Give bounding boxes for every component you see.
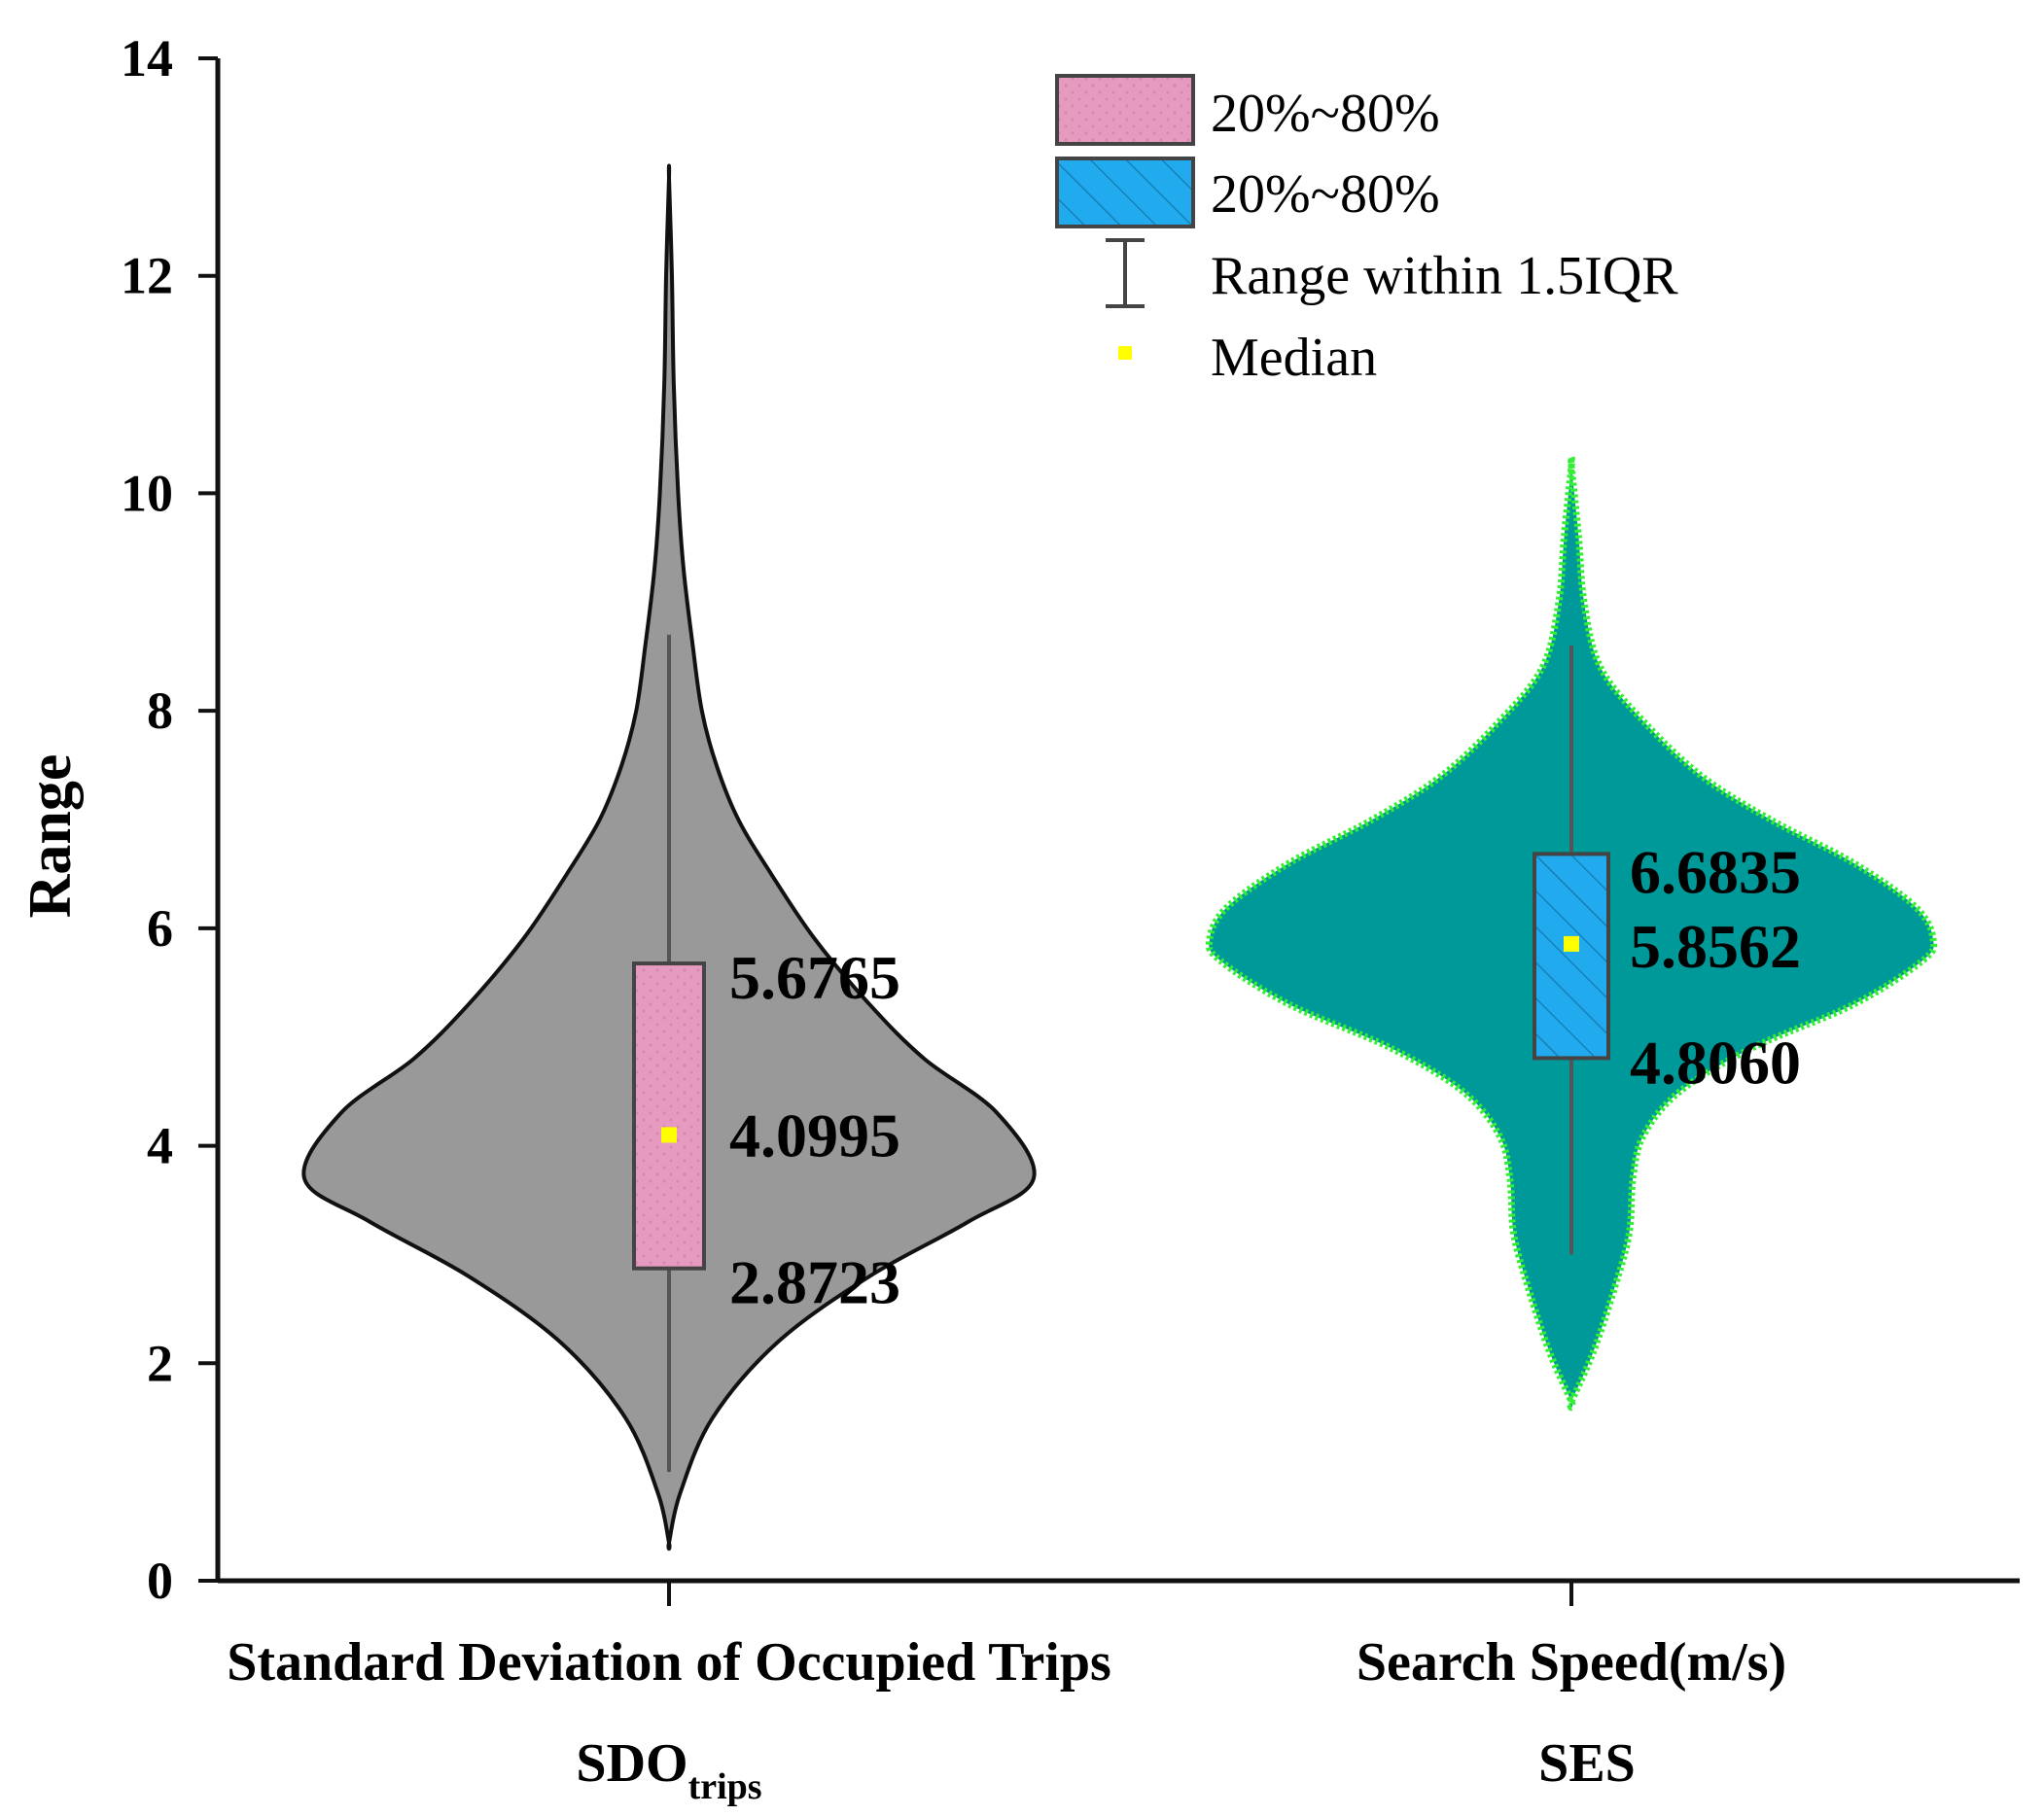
stat-label-median-sdo: 4.0995 <box>729 1100 900 1170</box>
box-ses <box>1533 852 1610 1061</box>
box-sdo <box>632 961 706 1271</box>
y-tick-label: 2 <box>147 1334 173 1392</box>
legend: 20%~80% 20%~80% Range within 1.5IQR Medi… <box>1055 74 1678 388</box>
y-tick-label: 10 <box>121 464 173 522</box>
legend-label-pink-box: 20%~80% <box>1211 84 1440 144</box>
legend-whisker-icon <box>1106 238 1145 308</box>
legend-median-marker <box>1118 346 1132 360</box>
y-tick-label: 12 <box>121 247 173 305</box>
median-marker-sdo <box>661 1127 677 1143</box>
stat-label-p80-sdo: 5.6765 <box>729 943 900 1012</box>
stat-label-median-ses: 5.8562 <box>1630 912 1801 981</box>
y-axis-title: Range <box>18 754 84 919</box>
sdo-subscript: trips <box>688 1766 762 1807</box>
y-tick-label: 0 <box>147 1552 173 1610</box>
legend-label-blue-box: 20%~80% <box>1211 164 1440 225</box>
stat-label-p20-sdo: 2.8723 <box>729 1248 900 1317</box>
stat-label-p20-ses: 4.8060 <box>1630 1028 1801 1097</box>
legend-label-median: Median <box>1211 328 1377 388</box>
boxes-layer <box>632 634 1610 1473</box>
y-tick-label: 4 <box>147 1117 173 1175</box>
category-sublabel-sdo: SDOtrips <box>576 1733 761 1807</box>
y-tick-label: 8 <box>147 681 173 740</box>
median-marker-ses <box>1564 935 1579 952</box>
category-sublabel-ses: SES <box>1538 1733 1636 1794</box>
legend-label-whisker: Range within 1.5IQR <box>1211 246 1678 306</box>
legend-swatch-blue-box <box>1055 157 1195 228</box>
x-ticks <box>667 1581 1573 1606</box>
sdo-abbrev: SDO <box>576 1733 687 1794</box>
legend-swatch-pink-box <box>1055 74 1195 146</box>
stat-label-p80-ses: 6.6835 <box>1630 837 1801 906</box>
y-tick-label: 6 <box>147 899 173 958</box>
category-label-sdo: Standard Deviation of Occupied Trips <box>227 1632 1111 1693</box>
y-tick-label: 14 <box>121 29 173 87</box>
y-ticks: 0 2 4 6 8 10 12 14 <box>121 29 218 1610</box>
category-label-ses: Search Speed(m/s) <box>1357 1632 1786 1693</box>
